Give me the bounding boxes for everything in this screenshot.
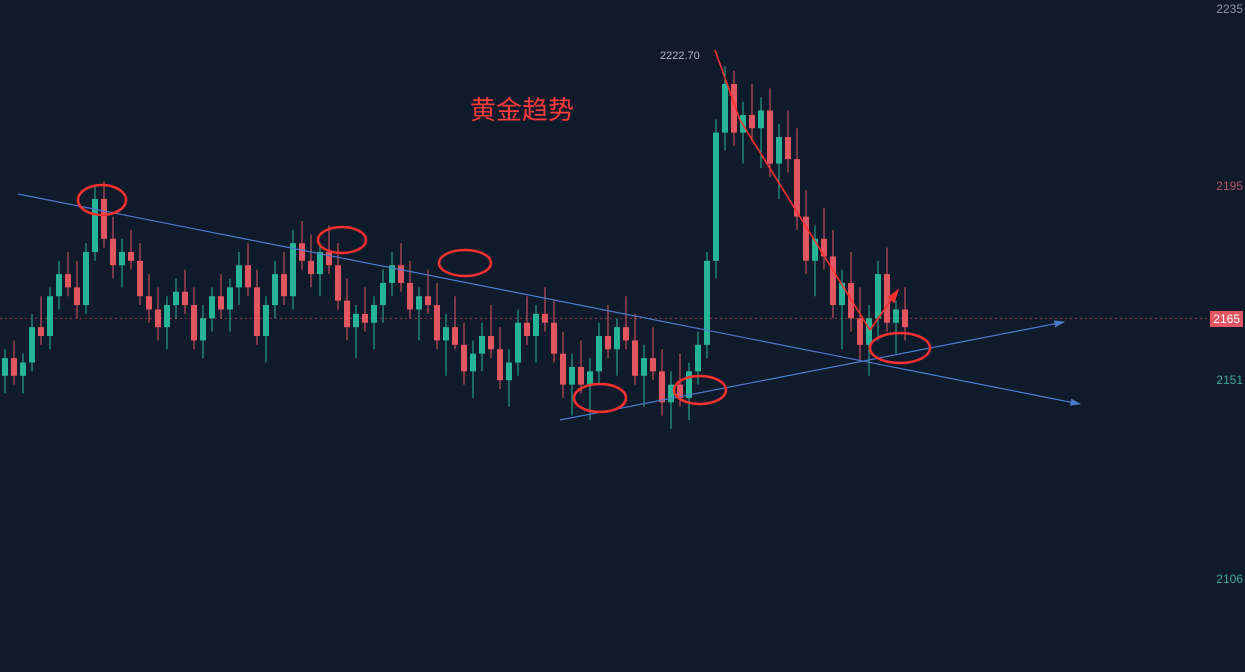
candle-body [659, 371, 665, 402]
candle-body [254, 287, 260, 336]
candle-body [209, 296, 215, 318]
candle-body [326, 252, 332, 265]
candle-body [371, 305, 377, 323]
candle-body [299, 243, 305, 261]
candle-body [704, 261, 710, 345]
candle-body [74, 287, 80, 305]
candle-body [488, 336, 494, 349]
candle-body [569, 367, 575, 385]
y-axis-tick: 2165 [1210, 311, 1243, 327]
candle-body [83, 252, 89, 305]
candle-body [29, 327, 35, 362]
candle-body [470, 354, 476, 372]
candle-body [263, 305, 269, 336]
candle-body [623, 327, 629, 340]
candle-body [164, 305, 170, 327]
candle-body [20, 363, 26, 376]
candle-body [110, 239, 116, 266]
candle-body [695, 345, 701, 372]
candle-body [452, 327, 458, 345]
candle-body [641, 358, 647, 376]
candle-body [785, 137, 791, 159]
y-axis-tick: 2151 [1216, 373, 1243, 387]
candle-body [416, 296, 422, 309]
candle-body [2, 358, 8, 376]
candle-body [425, 296, 431, 305]
candle-body [173, 292, 179, 305]
candle-body [398, 265, 404, 283]
candle-body [434, 305, 440, 340]
candle-body [461, 345, 467, 372]
candle-body [56, 274, 62, 296]
candle-body [614, 327, 620, 349]
candle-body [362, 314, 368, 323]
candle-body [893, 309, 899, 322]
candle-body [551, 323, 557, 354]
candle-body [191, 305, 197, 340]
candle-body [713, 133, 719, 261]
candle-body [146, 296, 152, 309]
candle-body [722, 84, 728, 133]
candle-body [281, 274, 287, 296]
candle-body [290, 243, 296, 296]
candle-body [632, 340, 638, 375]
candle-body [776, 137, 782, 164]
candle-body [380, 283, 386, 305]
candle-body [119, 252, 125, 265]
candle-body [596, 336, 602, 371]
candle-body [308, 261, 314, 274]
candle-body [47, 296, 53, 336]
candle-body [344, 301, 350, 328]
candle-body [902, 309, 908, 327]
candle-body [155, 309, 161, 327]
y-axis-tick: 2106 [1216, 572, 1243, 586]
y-axis-tick: 2235 [1216, 2, 1243, 16]
candle-body [38, 327, 44, 336]
chart-bg [0, 0, 1245, 672]
candle-body [236, 265, 242, 287]
peak-price-label: 2222.70 [660, 50, 700, 62]
candle-body [758, 111, 764, 129]
candle-body [182, 292, 188, 305]
candle-body [497, 349, 503, 380]
candle-body [668, 385, 674, 403]
candle-body [542, 314, 548, 323]
candle-body [578, 367, 584, 385]
candle-body [884, 274, 890, 323]
candle-body [272, 274, 278, 305]
candle-body [479, 336, 485, 354]
y-axis-tick: 2195 [1216, 179, 1243, 193]
candle-body [830, 256, 836, 305]
candle-body [335, 265, 341, 300]
candle-body [218, 296, 224, 309]
candle-body [866, 318, 872, 345]
candle-body [317, 252, 323, 274]
candle-body [92, 199, 98, 252]
candle-body [227, 287, 233, 309]
candle-body [101, 199, 107, 239]
candle-body [560, 354, 566, 385]
candle-body [587, 371, 593, 384]
candle-body [200, 318, 206, 340]
candle-body [515, 323, 521, 363]
candle-body [749, 115, 755, 128]
candle-body [353, 314, 359, 327]
candle-body [857, 318, 863, 345]
candle-body [137, 261, 143, 296]
candle-body [506, 363, 512, 381]
candle-body [650, 358, 656, 371]
candle-body [407, 283, 413, 310]
candle-body [11, 358, 17, 376]
candle-body [128, 252, 134, 261]
chart-title: 黄金趋势 [470, 90, 574, 127]
candle-body [65, 274, 71, 287]
candle-body [767, 111, 773, 164]
candle-body [443, 327, 449, 340]
candle-body [245, 265, 251, 287]
candlestick-chart[interactable] [0, 0, 1245, 672]
candle-body [533, 314, 539, 336]
candle-body [524, 323, 530, 336]
candle-body [605, 336, 611, 349]
candle-body [875, 274, 881, 318]
